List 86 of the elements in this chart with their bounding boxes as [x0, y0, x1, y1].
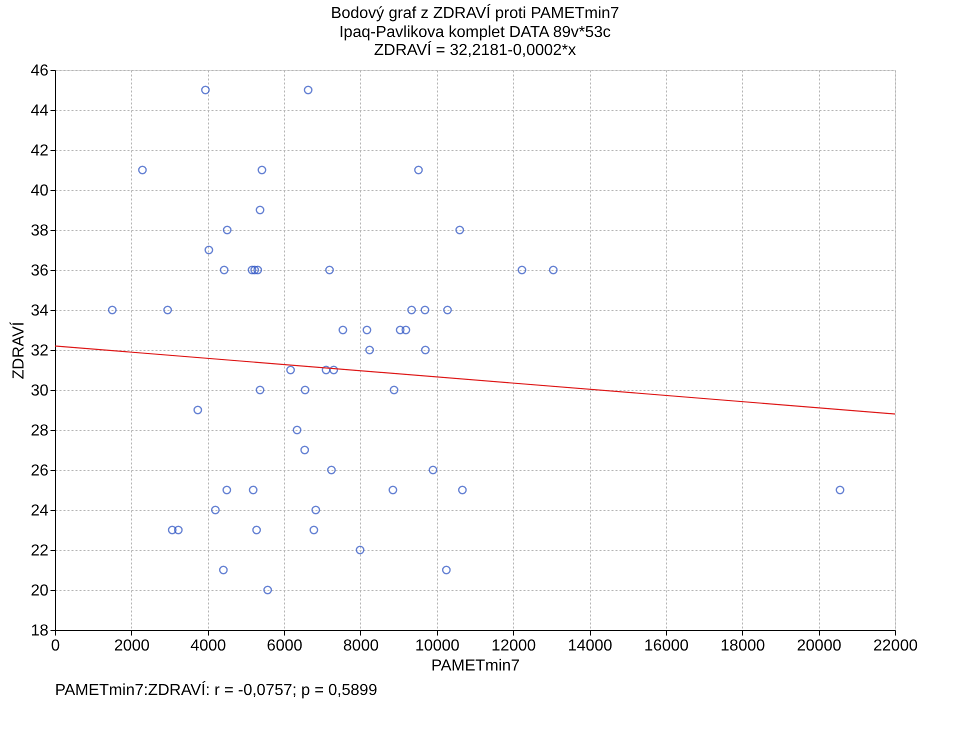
point: [300, 446, 310, 454]
point: [309, 526, 318, 534]
x-tick-label: 8000: [343, 638, 379, 654]
point: [365, 346, 374, 354]
text: PAMETmin7:ZDRAVÍ: r = -0,0757; p = 0,5899: [55, 681, 378, 699]
x-tick-label: 0: [51, 638, 60, 654]
x-tick-label: 18000: [720, 638, 766, 654]
x-tick-label: 12000: [491, 638, 536, 654]
point: [248, 266, 256, 274]
y-tick-label: 36: [30, 262, 49, 280]
x-tick-label: 6000: [266, 638, 302, 654]
point: [396, 326, 405, 334]
x-tick-label: 4000: [190, 638, 226, 654]
y-tick-label: 26: [30, 462, 49, 480]
point: [248, 486, 258, 494]
y-tick-label: 24: [30, 502, 49, 520]
y-tick-label: 42: [30, 142, 49, 160]
point: [210, 506, 220, 514]
y-tick-label: 44: [30, 102, 49, 120]
point: [518, 266, 526, 274]
point: [329, 366, 338, 374]
point: [252, 526, 262, 534]
y-tick-label: 18: [30, 622, 49, 640]
point: [414, 166, 423, 174]
point: [428, 466, 438, 474]
point: [193, 406, 202, 414]
point: [390, 386, 398, 394]
point: [201, 86, 210, 94]
point: [455, 226, 464, 234]
point: [356, 546, 364, 554]
point: [836, 486, 844, 494]
point: [325, 266, 334, 274]
x-tick-label: 22000: [873, 638, 918, 654]
point: [250, 266, 260, 274]
point: [218, 566, 228, 574]
point: [327, 466, 336, 474]
point: [388, 486, 398, 494]
point: [258, 166, 266, 174]
point: [362, 326, 372, 334]
point: [168, 526, 177, 534]
y-tick-label: 34: [30, 302, 49, 320]
point: [338, 326, 348, 334]
point: [263, 586, 272, 594]
x-tick-label: 10000: [415, 638, 460, 654]
chart-title: Bodový graf z ZDRAVÍ proti PAMETmin7: [330, 4, 620, 22]
point: [401, 326, 410, 334]
point: [304, 86, 313, 94]
point: [443, 306, 452, 314]
y-tick-label: 46: [30, 62, 49, 80]
point: [300, 386, 310, 394]
point: [138, 166, 147, 174]
x-axis-title: PAMETmin7: [431, 658, 520, 674]
point: [420, 306, 430, 314]
point: [222, 486, 232, 494]
point: [548, 266, 558, 274]
x-tick-label: 14000: [568, 638, 612, 654]
point: [253, 266, 262, 274]
y-tick-label: 32: [30, 342, 49, 360]
point: [286, 366, 295, 374]
x-tick-label: 2000: [114, 638, 150, 654]
point: [292, 426, 302, 434]
point: [163, 306, 172, 314]
y-tick-label: 28: [30, 422, 49, 440]
point: [204, 246, 214, 254]
point: [420, 346, 430, 354]
y-tick-label: 38: [30, 222, 49, 240]
point: [458, 486, 467, 494]
point: [442, 566, 451, 574]
y-axis-title: ZDRAVÍ: [10, 321, 28, 380]
point: [220, 266, 229, 274]
point: [222, 226, 232, 234]
text: ZDRAVÍ = 32,2181-0,0002*x: [374, 41, 576, 59]
chart-subtitle: Ipaq-Pavlikova komplet DATA 89v*53c: [339, 24, 611, 41]
point: [174, 526, 183, 534]
y-tick-label: 20: [30, 582, 49, 600]
point: [322, 366, 330, 374]
x-tick-label: 20000: [796, 638, 842, 654]
point: [311, 506, 320, 514]
y-tick-label: 22: [30, 542, 49, 560]
y-tick-label: 40: [30, 182, 49, 200]
point: [256, 206, 264, 214]
point: [256, 386, 264, 394]
point: [407, 306, 416, 314]
point: [108, 306, 117, 314]
y-tick-label: 30: [30, 382, 49, 400]
x-tick-label: 16000: [644, 638, 689, 654]
